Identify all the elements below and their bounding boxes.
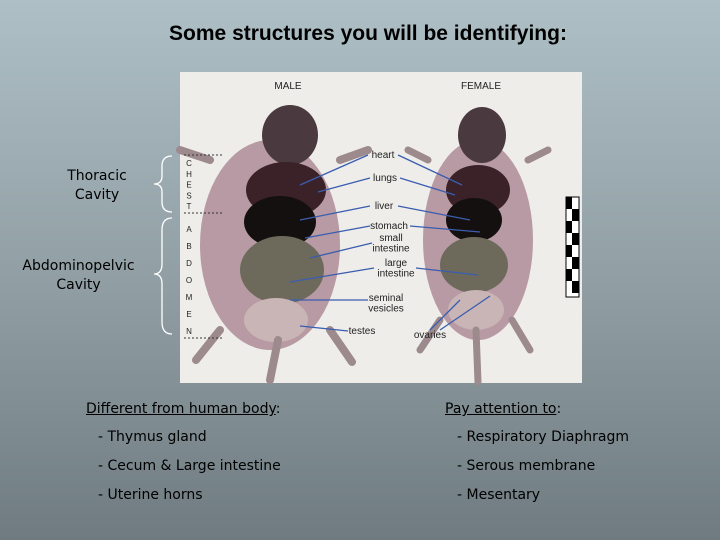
organ-label: vesicles	[368, 304, 404, 315]
cavity-label: Thoracic Cavity	[67, 168, 127, 203]
organ-label: ovaries	[414, 330, 446, 341]
sex-label: FEMALE	[461, 81, 501, 92]
region-letter: B	[186, 242, 191, 251]
pointer-lines	[289, 154, 491, 332]
region-letter: S	[186, 191, 191, 200]
list-heading: Pay attention to:	[445, 401, 629, 417]
organ-label: small	[379, 233, 402, 244]
brace	[153, 217, 173, 335]
list: Different from human body: - Thymus gland…	[86, 401, 281, 516]
cavity-label: Abdominopelvic Cavity	[22, 258, 135, 293]
list-item: - Cecum & Large intestine	[98, 458, 281, 474]
region-letter: N	[186, 327, 192, 336]
organ-label: intestine	[377, 269, 415, 280]
list-item: - Serous membrane	[457, 458, 596, 474]
heading-suffix: :	[556, 401, 562, 417]
organ-label: heart	[372, 150, 395, 161]
list-item: - Respiratory Diaphragm	[457, 429, 630, 445]
list-item: - Thymus gland	[98, 429, 207, 445]
list-item: - Mesentary	[457, 487, 541, 503]
region-letter: O	[186, 276, 192, 285]
region-letter: C	[186, 159, 192, 168]
male-rat	[176, 105, 372, 384]
slide-title: Some structures you will be identifying:	[169, 22, 567, 45]
heading-suffix: :	[275, 401, 281, 417]
heading-text: Pay attention to	[445, 401, 557, 417]
region-letter: D	[186, 259, 192, 268]
sex-label: MALE	[274, 81, 302, 92]
heading-text: Different from human body	[86, 401, 276, 417]
region-letter: H	[186, 170, 192, 179]
dissection-image: MALE FEMALECHESTABDOMENheartlungsliversto…	[176, 72, 582, 386]
organ-label: testes	[349, 326, 376, 337]
list: Pay attention to: - Respiratory Diaphragm…	[445, 401, 629, 516]
organ-label: intestine	[372, 244, 410, 255]
organ-label: stomach	[370, 221, 408, 232]
list-heading: Different from human body:	[86, 401, 281, 417]
organ-label: liver	[375, 201, 394, 212]
organ-label: lungs	[373, 173, 397, 184]
region-letter: T	[187, 202, 192, 211]
region-letter: M	[186, 293, 193, 302]
list-item: - Uterine horns	[98, 487, 203, 503]
region-letter: E	[186, 181, 191, 190]
scale-bar	[565, 196, 580, 298]
organ-label: seminal	[369, 293, 403, 304]
region-letter: E	[186, 310, 191, 319]
organ-label: large	[385, 258, 408, 269]
female-rat	[404, 107, 552, 386]
brace	[153, 155, 173, 213]
region-letter: A	[186, 225, 192, 234]
